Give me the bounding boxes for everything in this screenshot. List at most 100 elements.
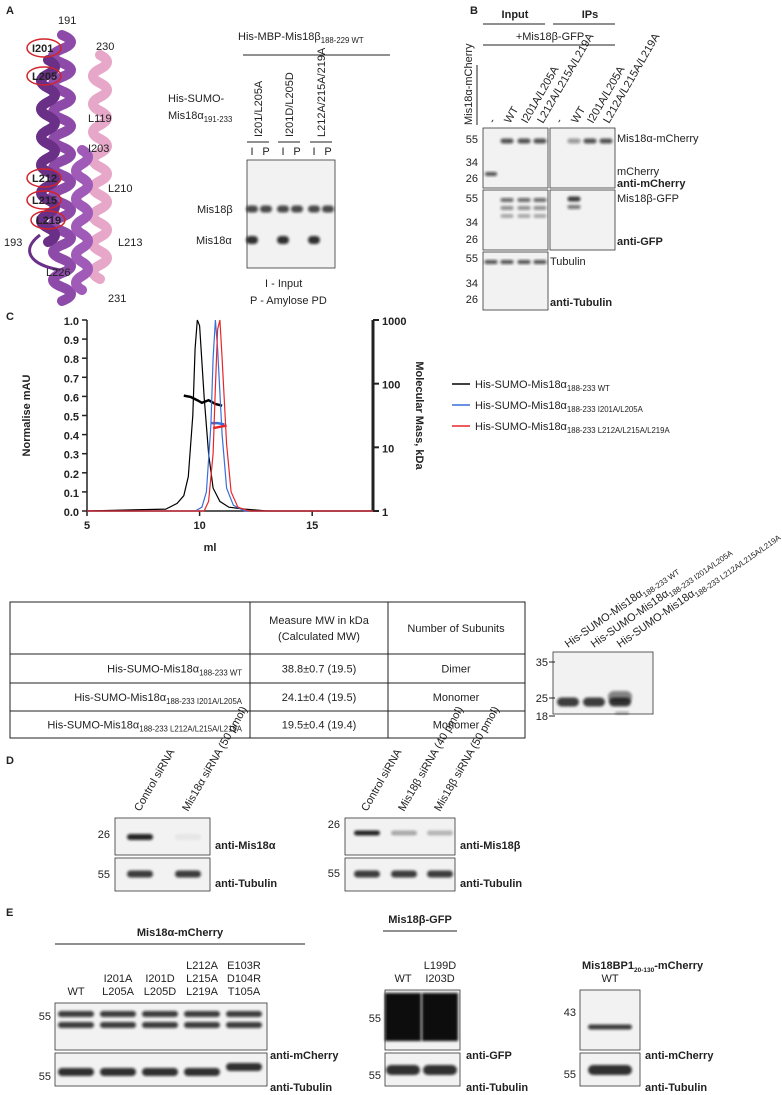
- marker-label: 55: [466, 193, 478, 205]
- marker-label: 55: [369, 1013, 381, 1025]
- residue-circle: [26, 168, 62, 188]
- lane-letter: P: [262, 146, 269, 158]
- band-label: Tubulin: [550, 256, 586, 268]
- y2-tick-label: 1000: [382, 316, 406, 328]
- residue-label: I203: [88, 143, 109, 155]
- band: [58, 1068, 94, 1076]
- band: [500, 206, 514, 210]
- band: [277, 236, 289, 244]
- band: [58, 1011, 94, 1017]
- panel-label: C: [6, 311, 14, 323]
- y-tick-label: 1.0: [64, 316, 79, 328]
- antibody-label: anti-Tubulin: [215, 878, 277, 890]
- label-subscript: 188-233 WT: [199, 669, 242, 678]
- lane-label: L205A: [102, 986, 134, 998]
- y2-tick-label: 100: [382, 380, 400, 392]
- lane-label: His-SUMO-Mis18α188-233 L212A/L215A/L219A: [615, 529, 782, 653]
- band: [557, 697, 579, 707]
- marker-label: 26: [328, 819, 340, 831]
- lane-label: T105A: [228, 986, 261, 998]
- table-header: (Calculated MW): [278, 631, 360, 643]
- band: [608, 691, 632, 703]
- legend-text: His-SUMO-Mis18α188-233 L212A/L215A/L219A: [475, 421, 670, 435]
- y2-tick-label: 10: [382, 443, 394, 455]
- x-tick-label: 5: [84, 520, 90, 532]
- band: [533, 214, 547, 218]
- band: [533, 260, 547, 264]
- row-label: Mis18α191-233: [168, 110, 232, 124]
- table-cell: Monomer: [433, 720, 480, 732]
- residue-circle: [26, 38, 62, 58]
- lane-letter: P: [293, 146, 300, 158]
- y2-tick-label: 1: [382, 507, 388, 519]
- band: [184, 1068, 220, 1076]
- group-label: Input: [502, 9, 529, 21]
- band: [533, 206, 547, 210]
- marker-label: 35: [536, 657, 548, 669]
- band: [588, 1065, 632, 1075]
- label-main: His-SUMO-Mis18α: [475, 421, 568, 433]
- marker-label: 26: [466, 294, 478, 306]
- marker-label: 34: [466, 278, 478, 290]
- lane-label: L212A: [186, 960, 218, 972]
- band: [485, 172, 497, 176]
- band: [422, 993, 458, 1041]
- blot-title: Mis18α-mCherry: [137, 927, 224, 939]
- band: [500, 260, 514, 264]
- blot: [579, 989, 641, 1051]
- band: [484, 260, 498, 264]
- construct-label: His-MBP-Mis18β188-229 WT: [238, 31, 364, 45]
- band: [308, 236, 320, 244]
- marker-label: 55: [39, 1011, 51, 1023]
- lane-label: His-SUMO-Mis18α188-233 I201A/L205A: [589, 544, 735, 652]
- blot: [246, 159, 336, 269]
- mass-line: [212, 424, 227, 430]
- label-subscript: 188-233 L212A/L215A/L219A: [139, 725, 243, 734]
- y-tick-label: 0.0: [64, 507, 79, 519]
- residue-label: 230: [96, 41, 114, 53]
- band: [391, 870, 417, 878]
- blot-title: Mis18β-GFP: [388, 914, 452, 926]
- lane-label: I201D/L205D: [284, 72, 296, 137]
- lane-label: -: [553, 116, 565, 125]
- marker-label: 34: [466, 217, 478, 229]
- helix: [71, 145, 93, 295]
- antibody-label: anti-mCherry: [270, 1050, 339, 1062]
- band-label: Mis18β-GFP: [617, 193, 679, 205]
- label-main: Mis18α: [168, 110, 204, 122]
- antibody-label: anti-mCherry: [617, 178, 686, 190]
- band: [500, 214, 514, 218]
- marker-label: 43: [564, 1007, 576, 1019]
- antibody-label: anti-Tubulin: [645, 1082, 707, 1094]
- band: [533, 198, 547, 202]
- antibody-label: anti-Tubulin: [550, 297, 612, 309]
- band: [386, 1065, 420, 1075]
- band: [260, 205, 272, 213]
- y-tick-label: 0.3: [64, 450, 79, 462]
- band: [246, 205, 258, 213]
- band: [226, 1022, 262, 1028]
- marker-label: 55: [328, 868, 340, 880]
- marker-label: 55: [369, 1070, 381, 1082]
- label-subscript: 188-233 L212A/L215A/L219A: [567, 426, 671, 435]
- marker-label: 55: [466, 134, 478, 146]
- table-cell: Dimer: [441, 664, 471, 676]
- loop: [28, 233, 61, 272]
- antibody-label: anti-GFP: [617, 236, 663, 248]
- band: [615, 711, 629, 715]
- residue-label: L226: [46, 267, 70, 279]
- lane-label: I203D: [425, 973, 454, 985]
- y-tick-label: 0.1: [64, 488, 79, 500]
- label-main: His-SUMO-Mis18α: [47, 720, 140, 732]
- panel-label: A: [6, 5, 14, 17]
- lane-letter: P: [324, 146, 331, 158]
- band: [391, 830, 417, 836]
- band: [354, 830, 380, 836]
- lane-label: Mis18β siRNA (40 pmol): [396, 705, 466, 814]
- band: [517, 206, 531, 210]
- band: [385, 993, 421, 1041]
- label-suffix: -mCherry: [654, 960, 704, 972]
- lane-letter: I: [312, 146, 315, 158]
- residue-circle: [30, 210, 66, 230]
- label-main: His-MBP-Mis18β: [238, 31, 321, 43]
